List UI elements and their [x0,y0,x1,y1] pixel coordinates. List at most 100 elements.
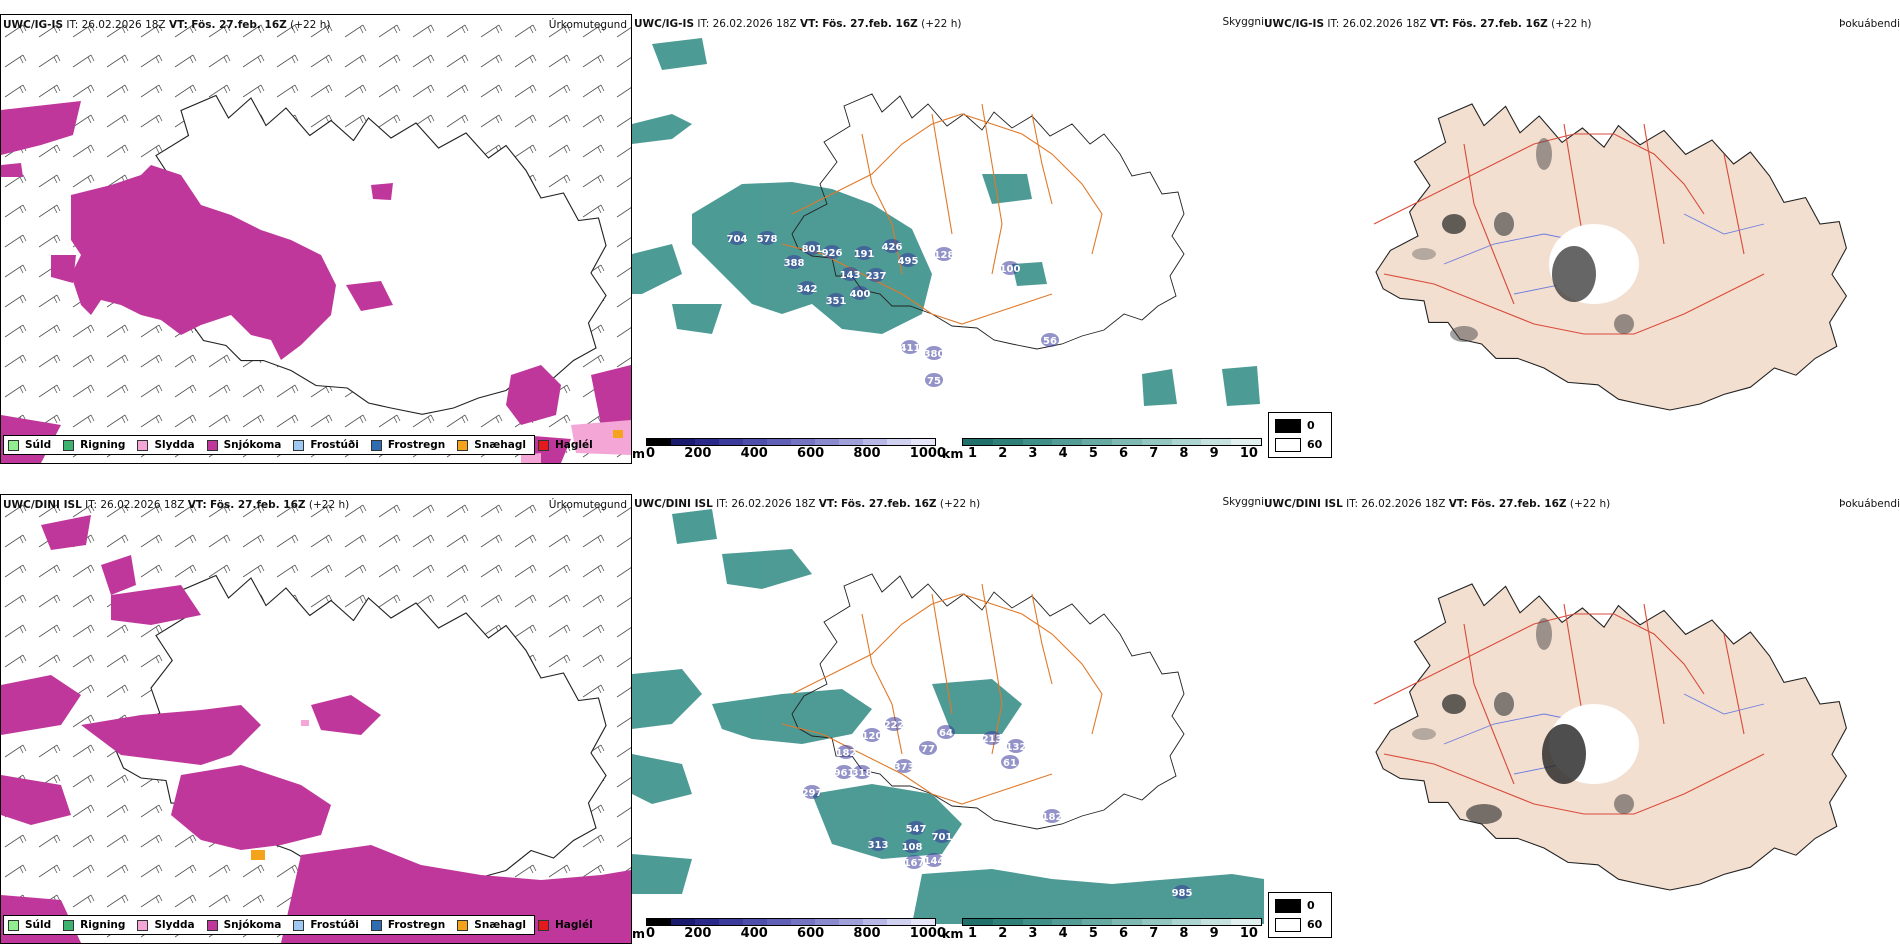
legend-item-sueld: Súld [8,919,51,931]
visibility-title-row2: Skyggni [1222,496,1265,508]
fog-shading [1412,138,1639,342]
cloudbase-marker [728,231,746,245]
cloudbase-label: 143 [840,270,861,281]
height-ticks-row1: 0 200 400 600 800 1000 [646,446,946,461]
cloudbase-marker [803,241,821,255]
low-visibility-area [632,509,1264,924]
legend-item-sueld: Súld [8,439,51,451]
cloudbase-label: 144 [924,856,945,867]
cloudbase-label: 120 [862,731,883,742]
cloudbase-marker [827,293,845,307]
fog-map-panel-row1: UWC/IG-IS IT: 26.02.2026 18Z VT: Fös. 27… [1264,14,1900,462]
precip-title-row2: Úrkomutegund [548,499,627,511]
fog-map-row1 [1373,103,1848,411]
cloudbase-marker [851,286,869,300]
cloudbase-label: 400 [850,289,871,300]
cloudbase-marker [937,725,955,739]
cloudbase-marker [925,853,943,867]
cloudbase-marker [1043,809,1061,823]
cloudbase-marker [841,267,859,281]
cloudbase-label: 182 [1042,812,1063,823]
precip-legend-row2: Súld Rigning Slydda Snjókoma Frostúði Fr… [3,915,593,935]
cloudbase-marker [1173,885,1191,899]
height-scale-bar-row1 [646,438,936,446]
legend-item-snaehagl: Snæhagl [457,919,526,931]
precip-map-panel-row2: UWC/DINI ISL IT: 26.02.2026 18Z VT: Fös.… [0,494,632,944]
height-unit-row1: m [632,446,646,461]
fog-map-panel-row2: UWC/DINI ISL IT: 26.02.2026 18Z VT: Fös.… [1264,494,1900,942]
legend-item-haglel: Haglél [537,919,593,931]
red-roads [1373,603,1765,815]
cloudbase-label: 704 [727,234,748,245]
legend-item-slydda: Slydda [137,439,195,451]
cloudbase-label: 132 [1006,742,1027,753]
cloudbase-marker [758,231,776,245]
cloudbase-label: 167 [904,858,925,869]
visibility-title-row1: Skyggni [1222,16,1265,28]
cloudbase-label: 182 [836,748,857,759]
cloudbase-marker [1001,261,1019,275]
cloudbase-label: 426 [882,242,903,253]
legend-item-frostudi: Frostúði [293,439,359,451]
cloudbase-marker [855,246,873,260]
cloudbase-label: 64 [939,728,953,739]
fog-legend-row1: 0 60 [1268,412,1332,458]
legend-item-frostudi: Frostúði [293,919,359,931]
cloudbase-label: 388 [784,258,805,269]
cloudbase-label: 578 [757,234,778,245]
visibility-map-panel-row1: 704 578 801 388 926 191 426 495 128 143 237 100 342 4… [632,14,1264,462]
cloudbase-marker [863,728,881,742]
cloudbase-label: 75 [927,376,941,387]
cloudbase-marker [899,253,917,267]
cloudbase-label: 961 [834,768,855,779]
legend-item-frostregn: Frostregn [370,439,445,451]
legend-item-rigning: Rigning [63,439,125,451]
low-visibility-area [632,38,1260,406]
cloudbase-marker [835,765,853,779]
cloudbase-label: 985 [1172,888,1193,899]
precip-title-row1: Úrkomutegund [548,19,627,31]
cloudbase-marker [903,839,921,853]
cloudbase-marker [935,247,953,261]
visibility-unit-row1: km [942,446,964,461]
cloudbase-label: 213 [982,734,1003,745]
cloudbase-label: 380 [924,349,945,360]
cloudbase-label: 351 [826,296,847,307]
cloudbase-label: 128 [934,250,955,261]
cloudbase-marker [798,281,816,295]
cloudbase-label: 373 [894,762,915,773]
red-roads [1373,123,1765,335]
cloudbase-marker [785,255,803,269]
cloudbase-label: 108 [902,842,923,853]
fog-header-row1: UWC/IG-IS IT: 26.02.2026 18Z VT: Fös. 27… [1264,18,1592,30]
height-unit-row2: m [632,926,646,941]
cloudbase-marker [983,731,1001,745]
cloudbase-marker [1001,755,1019,769]
cloudbase-marker [895,759,913,773]
cloudbase-marker [867,268,885,282]
visibility-header-row1: UWC/IG-IS IT: 26.02.2026 18Z VT: Fös. 27… [634,18,962,30]
cloudbase-label: 411 [900,343,921,354]
cloudbase-label: 191 [854,249,875,260]
cloudbase-marker [885,717,903,731]
visibility-ticks-row2: 1 2 3 4 5 6 7 8 9 10 [968,926,1258,941]
cloudbase-label: 701 [932,832,953,843]
cloudbase-label: 342 [797,284,818,295]
cloudbase-label: 56 [1043,336,1057,347]
cloudbase-marker [823,245,841,259]
fog-map-row2 [1373,583,1848,891]
visibility-map-panel-row2: 222 120 64 213 132 182 77 961 318 373 61 297 182 547 7… [632,494,1264,942]
precip-map-row2 [1,495,631,943]
cloudbase-marker [905,855,923,869]
legend-item-snaehagl: Snæhagl [457,439,526,451]
fog-legend-row2: 0 60 [1268,892,1332,938]
precip-header-row2: UWC/DINI ISL IT: 26.02.2026 18Z VT: Fös.… [3,499,350,511]
fog-title-row1: Þokuábendi [1839,18,1900,30]
cloudbase-marker [925,373,943,387]
legend-item-haglel: Haglél [537,439,593,451]
visibility-ticks-row1: 1 2 3 4 5 6 7 8 9 10 [968,446,1258,461]
legend-item-slydda: Slydda [137,919,195,931]
cloudbase-label: 297 [802,788,823,799]
